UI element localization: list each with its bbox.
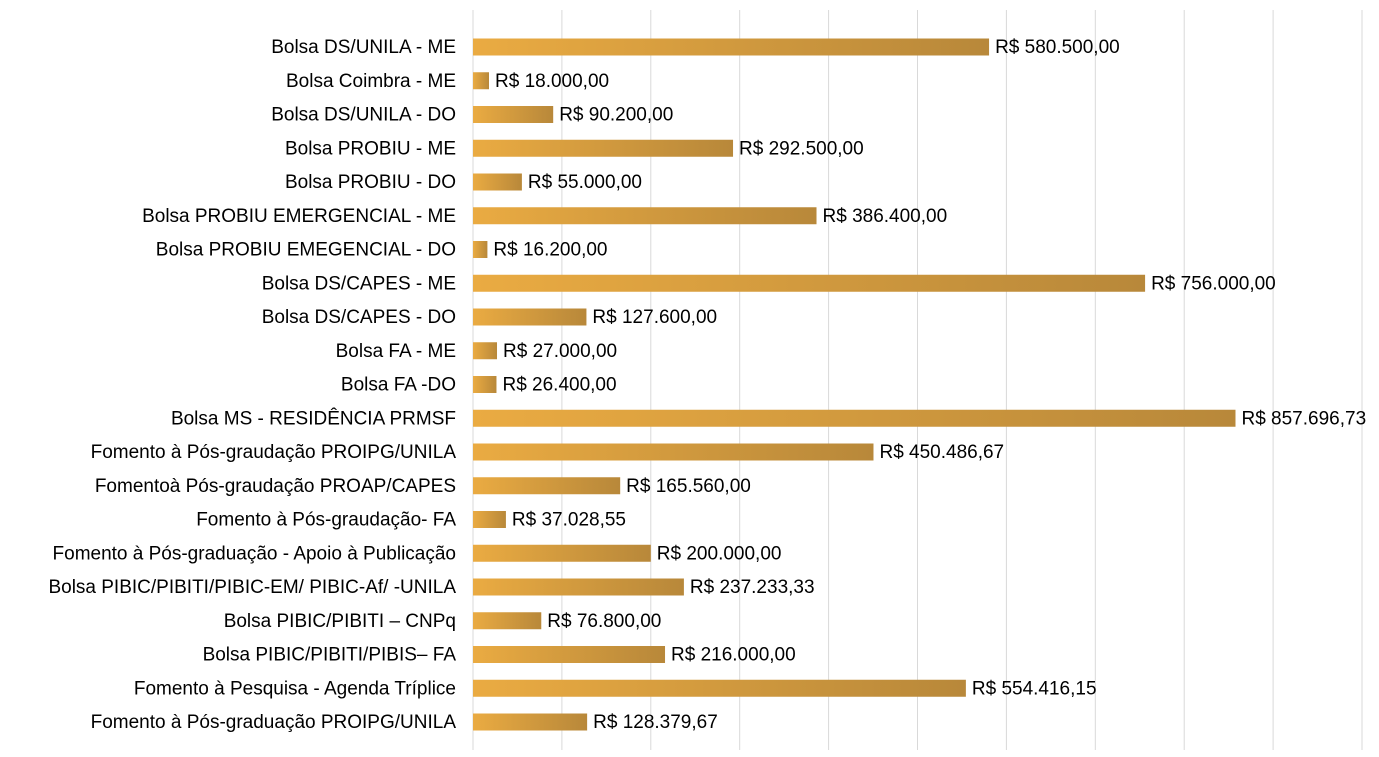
value-label: R$ 90.200,00: [559, 105, 673, 126]
value-label: R$ 580.500,00: [995, 37, 1120, 58]
bar: [473, 207, 817, 225]
bar: [473, 308, 587, 326]
value-label: R$ 55.000,00: [528, 172, 642, 193]
bar: [473, 274, 1146, 292]
value-label: R$ 237.233,33: [690, 577, 815, 598]
bar: [473, 139, 734, 157]
value-label: R$ 26.400,00: [502, 375, 616, 396]
bar: [473, 409, 1236, 427]
bar: [473, 578, 684, 596]
bar: [473, 173, 522, 191]
value-label: R$ 27.000,00: [503, 341, 617, 362]
value-label: R$ 200.000,00: [657, 543, 782, 564]
value-label: R$ 554.416,15: [972, 678, 1097, 699]
bar: [473, 241, 488, 258]
value-label: R$ 216.000,00: [671, 645, 796, 666]
category-label: Bolsa MS - RESIDÊNCIA PRMSF: [171, 407, 456, 429]
value-label: R$ 165.560,00: [626, 476, 751, 497]
category-label: Bolsa DS/CAPES - ME: [262, 273, 456, 294]
bar: [473, 106, 554, 123]
category-label: Bolsa DS/UNILA - DO: [271, 105, 456, 126]
value-label: R$ 37.028,55: [512, 510, 626, 531]
bar: [473, 72, 490, 90]
category-label: Fomentoà Pós-graudação PROAP/CAPES: [95, 476, 456, 497]
bar: [473, 38, 990, 56]
value-label: R$ 857.696,73: [1241, 408, 1366, 429]
category-label: Bolsa PIBIC/PIBITI/PIBIS– FA: [203, 645, 457, 666]
bar: [473, 544, 651, 562]
category-label: Bolsa PROBIU EMERGENCIAL - ME: [142, 206, 456, 227]
value-label: R$ 450.486,67: [879, 442, 1004, 463]
value-label: R$ 386.400,00: [823, 206, 948, 227]
category-label: Bolsa PROBIU EMEGENCIAL - DO: [156, 240, 456, 261]
category-label: Bolsa PROBIU - ME: [285, 138, 456, 159]
bar: [473, 342, 498, 360]
value-label: R$ 18.000,00: [495, 71, 609, 92]
bar: [473, 612, 542, 630]
bar: [473, 679, 966, 697]
bar: [473, 477, 621, 495]
value-label: R$ 756.000,00: [1151, 273, 1276, 294]
category-label: Fomento à Pesquisa - Agenda Tríplice: [134, 678, 456, 699]
category-label: Bolsa FA -DO: [341, 375, 456, 396]
category-label: Bolsa DS/UNILA - ME: [271, 37, 456, 58]
bar: [473, 443, 874, 461]
category-label: Bolsa FA - ME: [336, 341, 456, 362]
bar: [473, 713, 588, 731]
bar: [473, 376, 497, 393]
category-label: Bolsa PIBIC/PIBITI – CNPq: [224, 611, 456, 632]
category-label: Fomento à Pós-graudação- FA: [196, 510, 456, 531]
value-label: R$ 292.500,00: [739, 138, 864, 159]
value-label: R$ 16.200,00: [493, 240, 607, 261]
bar: [473, 646, 666, 663]
category-label: Bolsa DS/CAPES - DO: [262, 307, 456, 328]
value-label: R$ 128.379,67: [593, 712, 718, 733]
value-label: R$ 127.600,00: [592, 307, 717, 328]
category-label: Fomento à Pós-graudação PROIPG/UNILA: [91, 442, 457, 463]
bar: [473, 511, 506, 528]
value-label: R$ 76.800,00: [547, 611, 661, 632]
category-label: Bolsa PROBIU - DO: [285, 172, 456, 193]
category-label: Bolsa Coimbra - ME: [286, 71, 456, 92]
category-label: Fomento à Pós-graduação PROIPG/UNILA: [91, 712, 457, 733]
category-label: Fomento à Pós-graduação - Apoio à Public…: [53, 543, 456, 564]
category-label: Bolsa PIBIC/PIBITI/PIBIC-EM/ PIBIC-Af/ -…: [48, 577, 456, 598]
